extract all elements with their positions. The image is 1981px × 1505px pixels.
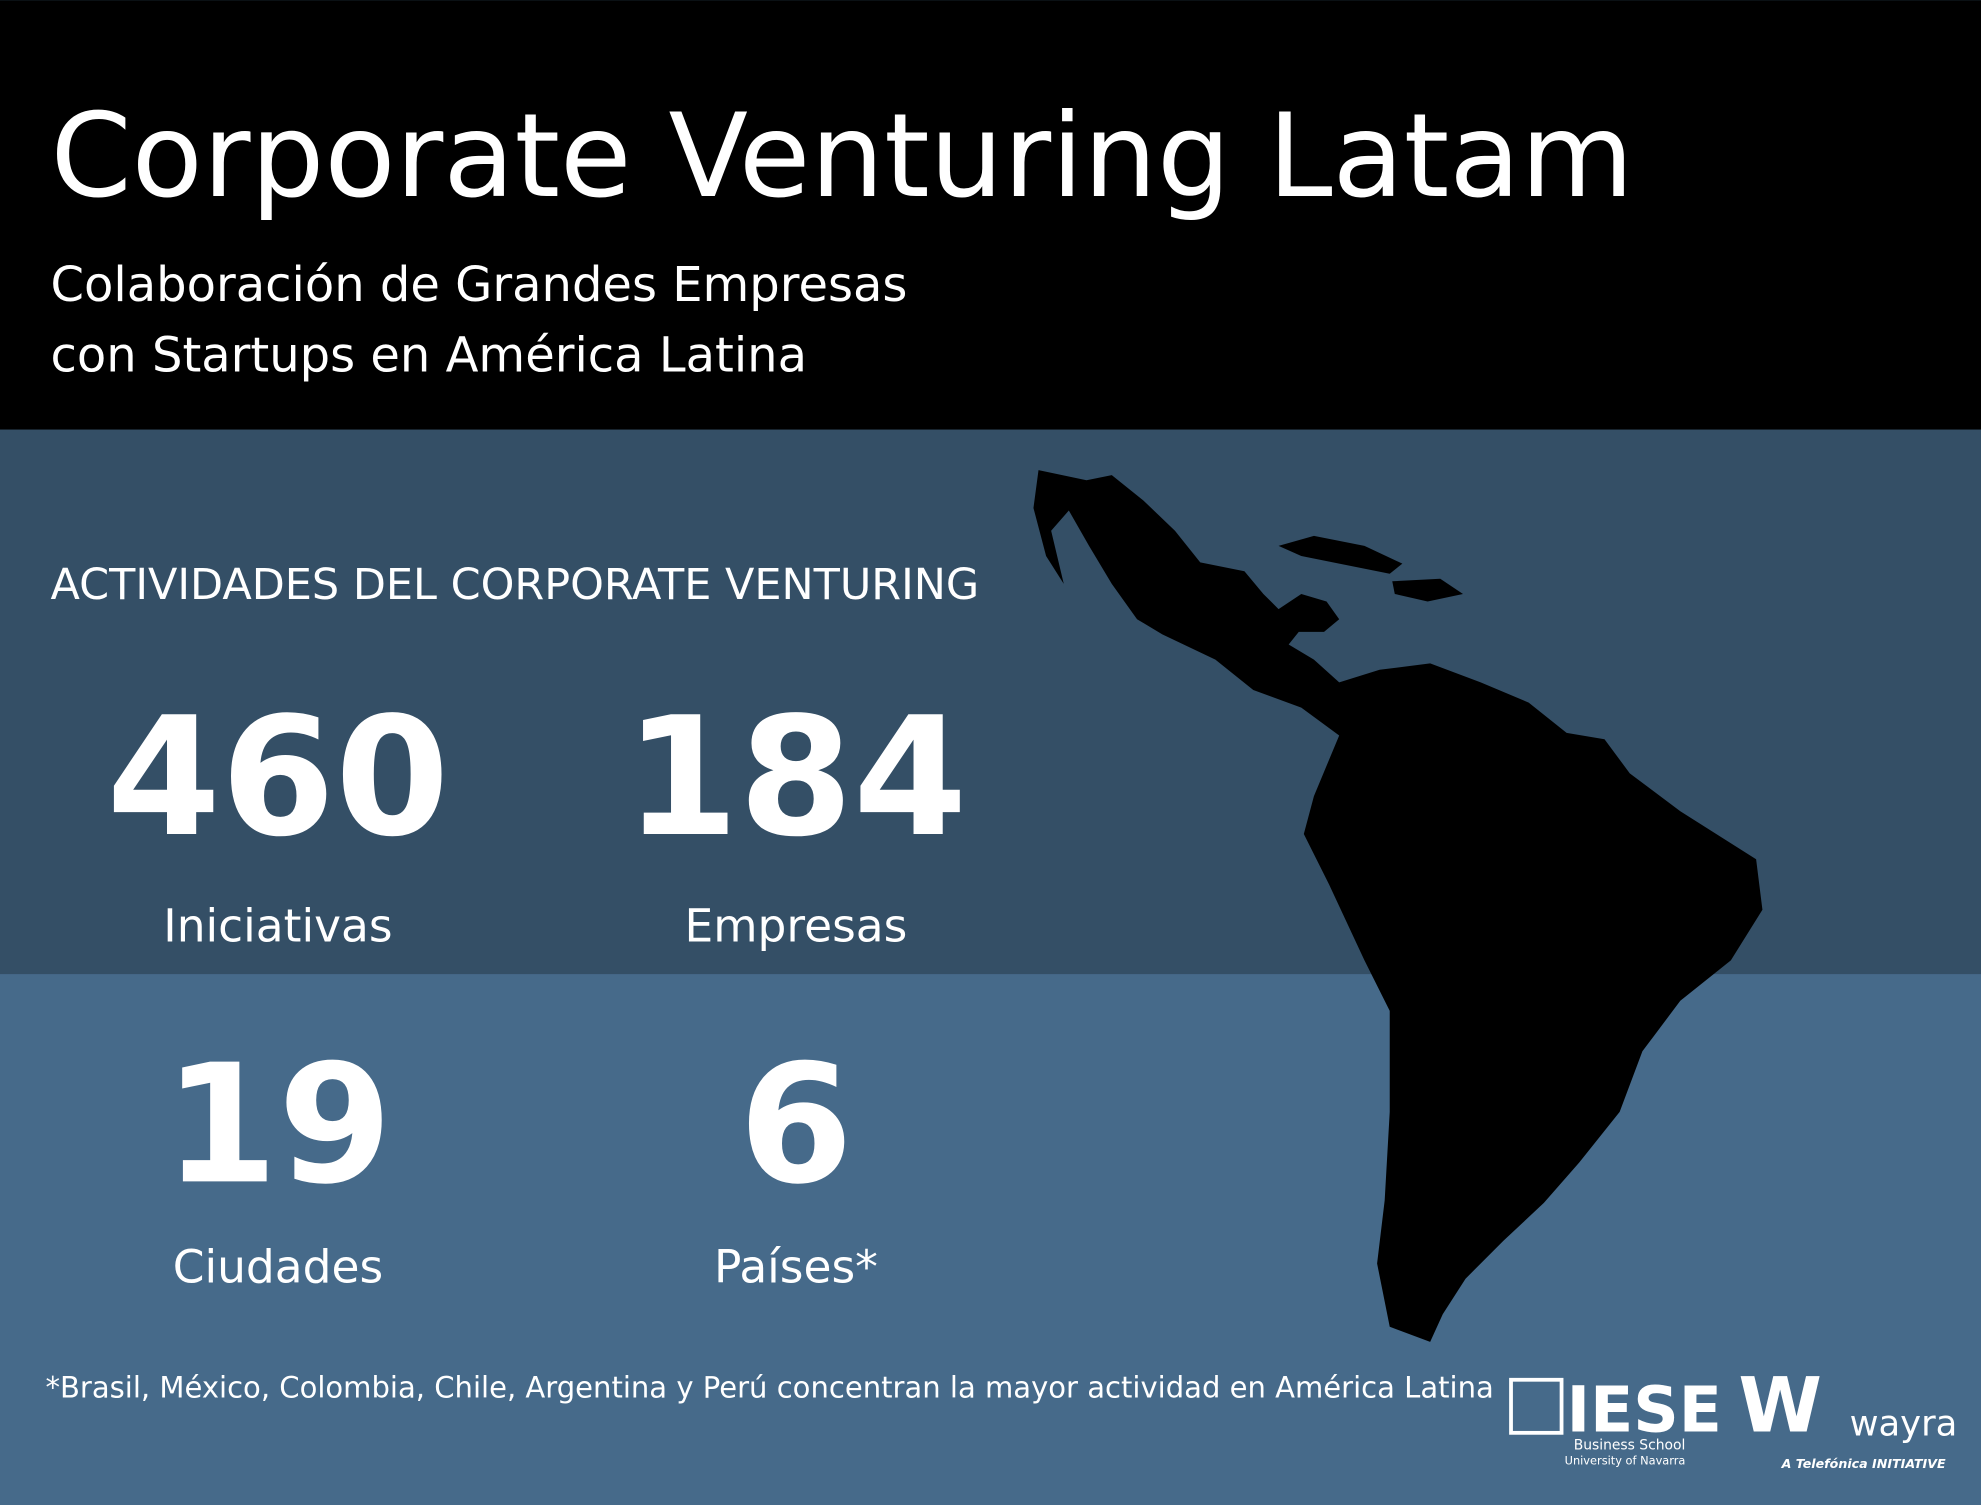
lower-band (0, 974, 1981, 1505)
map-island (1392, 578, 1464, 602)
map-shape (1033, 470, 1763, 1342)
iese-crest (1509, 1377, 1564, 1435)
stat-value: 460 (107, 682, 450, 873)
subtitle-line: Colaboración de Grandes Empresas (51, 257, 908, 313)
stat-value: 19 (164, 1029, 393, 1220)
wayra-tagline: A Telefónica INITIATIVE (1781, 1456, 1946, 1471)
stat-value: 184 (625, 682, 968, 873)
map-island (1278, 535, 1403, 574)
stat-label: Iniciativas (163, 899, 392, 952)
iese-line: Business School (1574, 1437, 1686, 1453)
wayra-name: wayra (1850, 1403, 1958, 1444)
section-heading: ACTIVIDADES DEL CORPORATE VENTURING (51, 560, 980, 610)
stat-label: Países* (714, 1240, 878, 1293)
wayra-logo: W wayra A Telefónica INITIATIVE (1738, 1362, 1957, 1472)
footnote: *Brasil, México, Colombia, Chile, Argent… (45, 1370, 1493, 1404)
subtitle-line: con Startups en América Latina (51, 328, 807, 384)
stat-label: Empresas (685, 899, 908, 952)
latam-map (1033, 470, 1763, 1342)
wayra-mark: W (1738, 1362, 1822, 1450)
iese-name: IESE (1567, 1373, 1722, 1447)
iese-line: University of Navarra (1565, 1453, 1686, 1467)
stat-label: Ciudades (173, 1240, 383, 1293)
title: Corporate Venturing Latam (51, 89, 1634, 224)
iese-logo: IESE Business School University of Navar… (1509, 1373, 1722, 1467)
stats: 460 Iniciativas 184 Empresas 19 Ciudades 6 País… (107, 682, 968, 1294)
stat-value: 6 (739, 1029, 853, 1220)
header-band (0, 0, 1981, 430)
